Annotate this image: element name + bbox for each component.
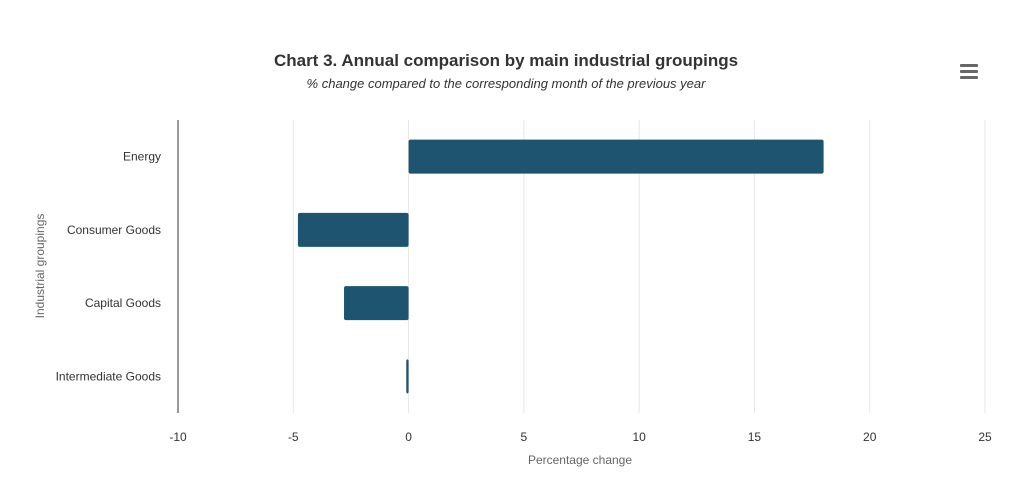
x-axis-title: Percentage change — [528, 453, 632, 467]
x-tick-label: -5 — [288, 430, 299, 444]
category-label: Capital Goods — [85, 296, 161, 310]
x-tick-label: 25 — [978, 430, 992, 444]
x-tick-label: -10 — [169, 430, 187, 444]
bar-intermediate-goods[interactable] — [406, 359, 409, 394]
category-label: Intermediate Goods — [56, 369, 161, 383]
x-tick-label: 20 — [863, 430, 877, 444]
chart-subtitle: % change compared to the corresponding m… — [307, 76, 707, 91]
x-tick-label: 5 — [521, 430, 528, 444]
category-labels: Energy Consumer Goods Capital Goods Interme… — [56, 150, 161, 384]
x-tick-label: 10 — [632, 430, 646, 444]
x-tick-label: 0 — [405, 430, 412, 444]
bar-capital-goods[interactable] — [344, 286, 409, 321]
bar-energy[interactable] — [408, 139, 824, 174]
x-tick-label: 15 — [748, 430, 762, 444]
category-label: Consumer Goods — [67, 223, 161, 237]
chart-title: Chart 3. Annual comparison by main indus… — [274, 51, 738, 70]
hamburger-menu-icon[interactable] — [955, 60, 983, 82]
bar-consumer-goods[interactable] — [297, 212, 409, 247]
y-axis-title: Industrial groupings — [33, 214, 47, 319]
bars — [297, 139, 824, 394]
category-label: Energy — [123, 150, 161, 164]
x-tick-labels: -10 -5 0 5 10 15 20 25 — [169, 430, 992, 444]
